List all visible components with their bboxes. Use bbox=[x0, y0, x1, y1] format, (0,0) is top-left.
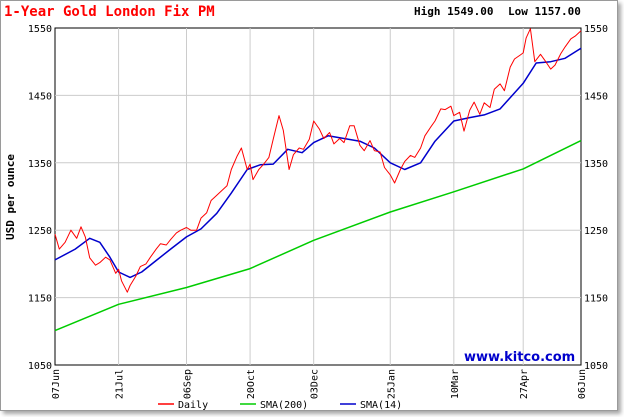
plot-area bbox=[54, 27, 582, 366]
y-tick-label-right: 1550 bbox=[584, 24, 608, 35]
chart-title: 1-Year Gold London Fix PM bbox=[4, 4, 215, 20]
watermark: www.kitco.com bbox=[464, 350, 575, 365]
x-tick-label: 06Jun bbox=[577, 369, 588, 399]
series-layer bbox=[54, 28, 582, 332]
high-label: High 1549.00 bbox=[414, 5, 493, 18]
x-tick-label: 20Oct bbox=[246, 369, 257, 399]
axis-ticks: 1550 1550 1450 1450 1350 1350 1250 1250 1150 1150… bbox=[28, 24, 608, 399]
x-tick-label: 25Jan bbox=[386, 369, 397, 399]
series-line-sma-14 bbox=[54, 47, 582, 279]
y-tick-label-left: 1450 bbox=[28, 91, 52, 102]
series-line-daily bbox=[54, 28, 582, 293]
y-tick-label-left: 1050 bbox=[28, 361, 52, 372]
y-tick-label-left: 1350 bbox=[28, 159, 52, 170]
y-axis-label: USD per ounce bbox=[4, 154, 17, 240]
y-tick-label-right: 1050 bbox=[584, 361, 608, 372]
y-tick-label-left: 1250 bbox=[28, 226, 52, 237]
legend-label-daily: Daily bbox=[178, 400, 208, 411]
series-line-sma-200 bbox=[54, 139, 582, 332]
x-tick-label: 07Jun bbox=[51, 369, 62, 399]
legend-label-sma-200: SMA(200) bbox=[260, 400, 308, 411]
legend: Daily SMA(200) SMA(14) bbox=[158, 400, 402, 411]
y-tick-label-right: 1250 bbox=[584, 226, 608, 237]
x-tick-label: 10Mar bbox=[450, 369, 461, 399]
x-tick-label: 03Dec bbox=[310, 369, 321, 399]
y-tick-label-left: 1150 bbox=[28, 294, 52, 305]
y-tick-label-right: 1450 bbox=[584, 91, 608, 102]
low-label: Low 1157.00 bbox=[508, 5, 581, 18]
x-tick-label: 27Apr bbox=[519, 369, 530, 399]
y-tick-label-right: 1150 bbox=[584, 294, 608, 305]
legend-label-sma-14: SMA(14) bbox=[360, 400, 402, 411]
x-tick-label: 06Sep bbox=[183, 369, 194, 399]
x-tick-label: 21Jul bbox=[115, 369, 126, 399]
y-tick-label-left: 1550 bbox=[28, 24, 52, 35]
y-tick-label-right: 1350 bbox=[584, 159, 608, 170]
